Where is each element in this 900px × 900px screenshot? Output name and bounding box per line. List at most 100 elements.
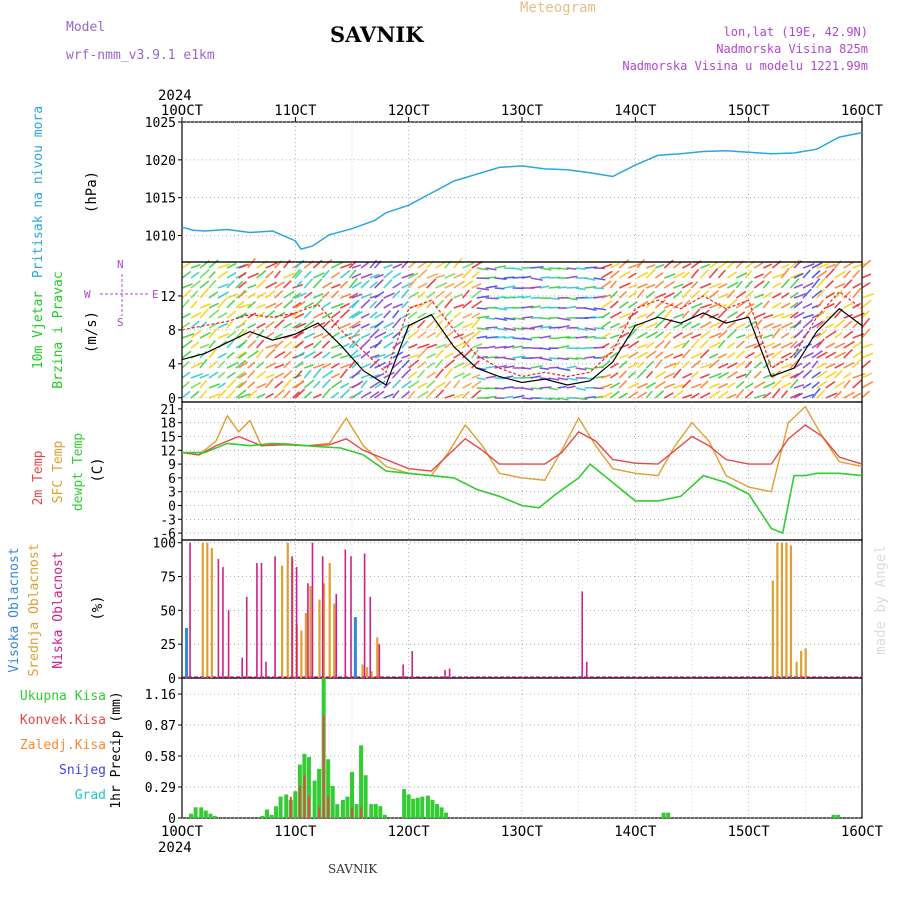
wind-arrow [274,389,285,399]
top-date-label: 14OCT [614,103,657,119]
wind-arrow [417,348,428,359]
wind-arrow [811,262,823,269]
wind-arrow [609,300,619,309]
wind-arrow [645,268,656,279]
low-cloud-bar [378,644,381,678]
wind-arrow [834,289,843,299]
wind-arrow [360,262,369,269]
wind-arrow [735,350,745,359]
wind-arrow [609,322,621,329]
low-cloud-bar [448,668,451,678]
wind-arrow [485,365,497,369]
wind-arrow [369,281,378,289]
wind-arrow [471,312,481,319]
wind-arrow [793,392,804,399]
wind-arrow [825,268,835,279]
wind-arrow [369,273,380,279]
cloud-side-label-mid: Srednja Oblacnost [27,543,42,676]
wind-arrow [426,278,437,289]
wind-arrow [754,312,766,319]
wind-arrow [539,306,551,309]
wind-arrow [321,258,333,269]
wind-arrow [852,282,862,289]
wind-arrow [312,312,324,319]
wind-arrow [618,301,629,309]
wind-arrow [663,340,671,349]
total-precip-bar [265,809,269,818]
wind-arrow [557,335,571,339]
wind-arrow [717,330,728,339]
wind-arrow [636,351,649,359]
wind-arrow [521,295,531,299]
mid-cloud-bar [361,664,364,678]
wind-arrow [190,361,203,369]
total-precip-bar [212,815,217,818]
wind-arrow [435,274,446,279]
wind-arrow [453,257,463,269]
wind-arrow [360,373,371,379]
wind-arrow [294,379,305,389]
wind-arrow [843,348,853,359]
precip-side-label: Grad [75,788,106,803]
wind-arrow [247,300,257,309]
low-cloud-bar [260,563,263,678]
wind-arrow [190,300,198,309]
total-precip-bar [203,810,208,818]
wind-arrow [763,352,775,359]
wind-arrow [539,335,552,339]
wind-arrow [618,270,631,279]
wind-arrow [292,310,300,319]
wind-arrow [471,380,482,389]
wind-arrow [226,379,237,389]
pressure-line [181,131,863,250]
wind-arrow [265,392,274,399]
wind-arrow [843,361,855,369]
wind-arrow [494,356,506,359]
mid-cloud-bar [804,648,807,678]
wind-arrow [313,333,324,339]
total-precip-bar [345,796,350,818]
wind-arrow [627,362,639,369]
wind-arrow [843,330,854,339]
wind-arrow [331,344,341,349]
clouds-ytick-label: 25 [160,638,176,653]
wind-arrow [417,319,426,329]
wind-arrow [247,381,256,389]
wind-arrow [825,363,836,369]
wind-arrow [521,275,532,279]
top-date-label: 16OCT [841,103,884,119]
wind-arrow [709,302,721,309]
low-cloud-bar [402,664,404,678]
top-date-label: 11OCT [274,103,317,119]
wind-arrow [637,343,648,349]
wind-arrow [645,390,653,399]
wind-arrow [627,382,640,389]
wind-arrow [548,377,560,381]
wind-arrow [321,362,332,369]
wind-arrow [802,318,814,329]
wind-arrow [646,322,658,329]
wind-arrow [843,379,851,389]
wind-arrow [708,267,719,279]
wind-arrow [294,370,303,379]
wind-arrow [601,294,612,299]
mid-cloud-bar [771,580,774,678]
wind-arrow [471,260,484,269]
wind-arrow [790,272,803,279]
clouds-ytick-label: 0 [168,672,176,687]
wind-arrow [238,352,247,359]
wind-arrow [512,355,526,359]
wind-arrow [330,261,344,269]
low-cloud-bar [321,556,324,678]
wind-arrow [645,331,659,339]
wind-arrow [265,348,276,359]
wind-arrow [539,347,551,351]
low-cloud-bar [274,556,276,678]
wind-arrow [530,387,543,390]
wind-arrow [672,368,682,379]
wind-arrow [374,353,386,359]
wind-arrow [646,263,656,269]
mid-cloud-bar [206,542,209,678]
wind-arrow [654,272,664,279]
wind-arrow [601,263,613,269]
